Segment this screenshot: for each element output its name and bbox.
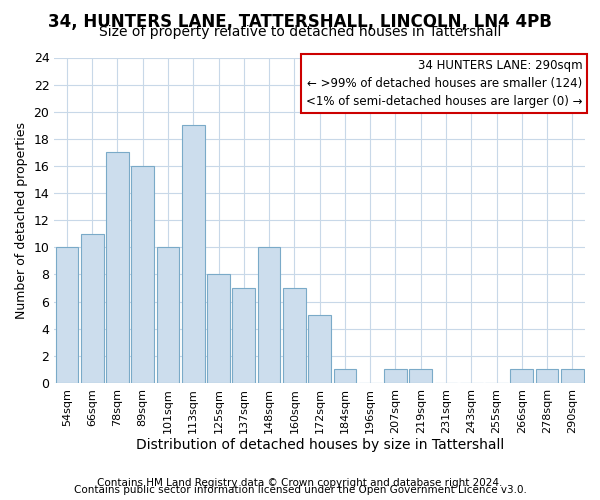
Bar	[207, 274, 230, 383]
Bar	[232, 288, 255, 383]
Bar	[56, 248, 78, 383]
Bar	[561, 370, 584, 383]
Bar	[384, 370, 407, 383]
Bar	[409, 370, 432, 383]
Bar	[334, 370, 356, 383]
Bar	[157, 248, 179, 383]
Bar	[106, 152, 129, 383]
Bar	[182, 126, 205, 383]
Bar	[536, 370, 559, 383]
Text: 34, HUNTERS LANE, TATTERSHALL, LINCOLN, LN4 4PB: 34, HUNTERS LANE, TATTERSHALL, LINCOLN, …	[48, 12, 552, 30]
Y-axis label: Number of detached properties: Number of detached properties	[15, 122, 28, 318]
Bar	[308, 315, 331, 383]
Bar	[81, 234, 104, 383]
Text: Size of property relative to detached houses in Tattershall: Size of property relative to detached ho…	[99, 25, 501, 39]
Bar	[511, 370, 533, 383]
Bar	[131, 166, 154, 383]
X-axis label: Distribution of detached houses by size in Tattershall: Distribution of detached houses by size …	[136, 438, 504, 452]
Text: 34 HUNTERS LANE: 290sqm
← >99% of detached houses are smaller (124)
<1% of semi-: 34 HUNTERS LANE: 290sqm ← >99% of detach…	[306, 59, 583, 108]
Text: Contains HM Land Registry data © Crown copyright and database right 2024.: Contains HM Land Registry data © Crown c…	[97, 478, 503, 488]
Text: Contains public sector information licensed under the Open Government Licence v3: Contains public sector information licen…	[74, 485, 526, 495]
Bar	[283, 288, 306, 383]
Bar	[258, 248, 280, 383]
